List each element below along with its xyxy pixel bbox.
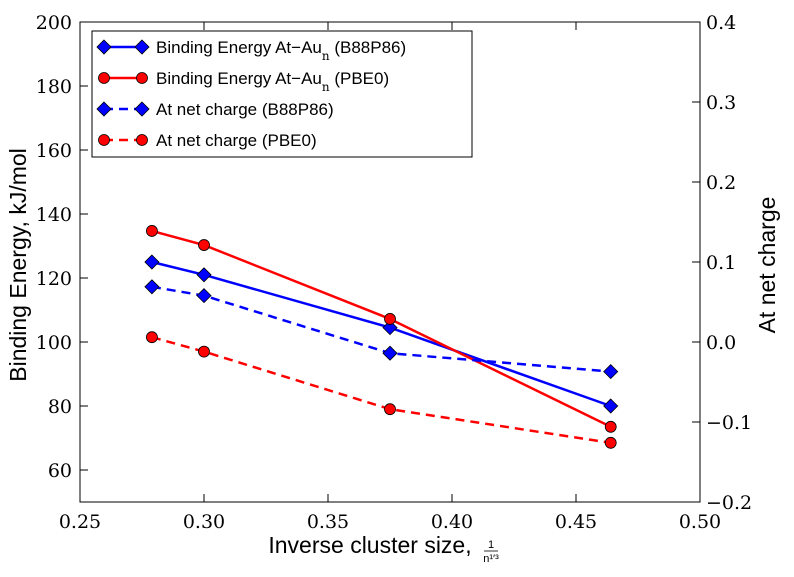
x-axis-fraction-numerator: 1	[488, 539, 494, 551]
y2-tick-label: 0.3	[706, 92, 736, 114]
x-tick-label: 0.30	[183, 511, 225, 533]
data-point	[144, 279, 160, 295]
data-point	[196, 288, 212, 304]
x-tick-label: 0.35	[307, 511, 349, 533]
y-tick-label: 200	[36, 12, 72, 34]
series-0	[144, 254, 619, 414]
legend-marker	[98, 134, 110, 146]
y-tick-label: 160	[36, 140, 72, 162]
y-tick-label: 60	[48, 460, 72, 482]
legend-entry: At net charge (PBE0)	[98, 131, 317, 150]
legend-marker	[96, 39, 112, 55]
data-series	[144, 225, 619, 449]
data-point	[146, 225, 158, 237]
x-tick-label: 0.40	[431, 511, 473, 533]
y-axis-title: Binding Energy, kJ/mol	[5, 148, 31, 382]
data-point	[144, 254, 160, 270]
legend-entry: Binding Energy At−Aun (PBE0)	[98, 69, 389, 94]
legend-entry: At net charge (B88P86)	[96, 100, 334, 119]
data-point	[384, 403, 396, 416]
legend-marker	[134, 39, 150, 55]
y-tick-label: 100	[36, 332, 72, 354]
y2-tick-label: 0.2	[706, 172, 736, 194]
y-tick-label: 180	[36, 76, 72, 98]
x-tick-label: 0.50	[679, 511, 721, 533]
legend-marker	[136, 134, 148, 146]
legend-marker	[136, 72, 148, 84]
series-1	[146, 225, 617, 433]
y2-tick-label: −0.1	[706, 412, 752, 434]
data-point	[382, 345, 398, 361]
x-axis-fraction-denominator: n¹′³	[483, 553, 499, 565]
series-line	[151, 335, 611, 445]
legend-marker	[98, 72, 110, 84]
y2-tick-label: 0.4	[706, 12, 736, 34]
x-axis-title-fraction: 1 n¹′³	[483, 539, 499, 565]
series-line	[151, 229, 612, 428]
legend-marker	[134, 101, 150, 117]
data-point	[198, 345, 210, 358]
legend-label: Binding Energy At−Aun (PBE0)	[156, 69, 389, 94]
y2-tick-label: −0.2	[706, 492, 752, 514]
legend-marker	[96, 101, 112, 117]
legend-box	[91, 30, 473, 158]
data-point	[196, 267, 212, 283]
series-line	[151, 260, 612, 408]
data-point	[604, 420, 617, 433]
legend-label: At net charge (B88P86)	[156, 100, 334, 119]
data-point	[603, 398, 619, 414]
series-line	[151, 285, 611, 373]
data-point	[604, 436, 617, 449]
legend: Binding Energy At−Aun (B88P86) Binding En…	[91, 30, 473, 158]
axis-ticks: 0.25 0.30 0.35 0.40 0.45 0.50 60 80 100 120 140 160…	[36, 12, 752, 533]
legend-label: Binding Energy At−Aun (B88P86)	[156, 38, 406, 63]
y2-tick-label: 0.1	[706, 252, 736, 274]
y-tick-label: 140	[36, 204, 72, 226]
x-tick-label: 0.25	[59, 511, 101, 533]
y-tick-label: 120	[36, 268, 72, 290]
data-point	[603, 364, 619, 380]
x-tick-label: 0.45	[555, 511, 597, 533]
x-axis-title: Inverse cluster size,	[268, 532, 471, 558]
y2-tick-label: 0.0	[706, 332, 736, 354]
data-point	[146, 331, 158, 344]
legend-label: At net charge (PBE0)	[156, 131, 317, 150]
series-3	[146, 331, 617, 449]
legend-entry: Binding Energy At−Aun (B88P86)	[96, 38, 406, 63]
data-point	[198, 239, 210, 251]
data-point	[384, 313, 396, 325]
y2-axis-title: At net charge	[754, 197, 780, 334]
series-2	[144, 279, 619, 380]
y-tick-label: 80	[48, 396, 72, 418]
data-point	[382, 320, 398, 336]
